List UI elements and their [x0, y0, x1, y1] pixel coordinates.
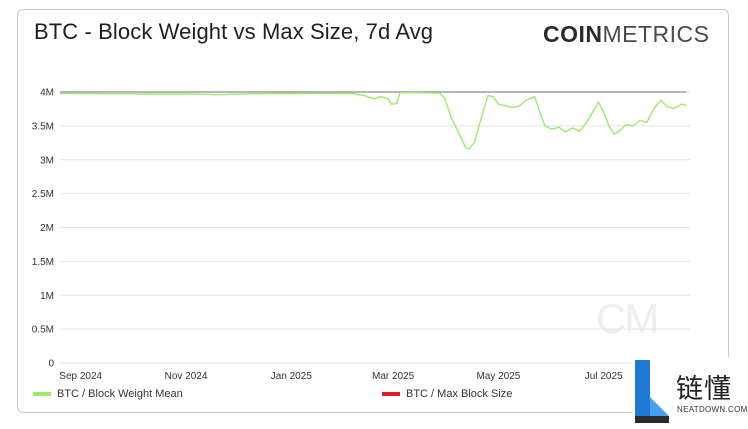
legend-item-mean[interactable]: BTC / Block Weight Mean — [33, 388, 183, 400]
y-tick-label: 3M — [40, 155, 54, 166]
x-tick-label: Mar 2025 — [372, 371, 415, 382]
legend-swatch-max — [382, 392, 400, 396]
x-tick-label: Nov 2024 — [165, 371, 208, 382]
neatdown-l-logo — [633, 357, 671, 423]
x-tick-label: May 2025 — [476, 371, 520, 382]
series-line-block-weight-mean — [59, 92, 687, 150]
cm-watermark: CM — [596, 295, 659, 342]
legend-label-max: BTC / Max Block Size — [406, 388, 513, 400]
x-tick-label: Jan 2025 — [271, 371, 313, 382]
y-tick-label: 2.5M — [32, 189, 54, 200]
logo-part-metrics: METRICS — [602, 21, 710, 47]
y-tick-label: 2M — [40, 223, 54, 234]
svg-text:CM: CM — [596, 295, 657, 342]
legend-item-max[interactable]: BTC / Max Block Size — [382, 388, 512, 400]
logo-part-coin: COIN — [543, 21, 603, 47]
legend-swatch-mean — [33, 392, 51, 396]
y-tick-label: 3.5M — [32, 121, 54, 132]
legend-label-mean: BTC / Block Weight Mean — [57, 388, 183, 400]
x-tick-label: Sep 2024 — [59, 371, 102, 382]
chart-title: BTC - Block Weight vs Max Size, 7d Avg — [34, 19, 434, 44]
y-tick-label: 0 — [48, 359, 54, 370]
neatdown-badge: 链懂 NEATDOWN.COM — [633, 357, 748, 429]
coinmetrics-logo: COINMETRICS — [543, 21, 710, 48]
x-tick-label: Jul 2025 — [585, 371, 623, 382]
y-tick-label: 0.5M — [32, 325, 54, 336]
chart-card — [17, 9, 729, 413]
neatdown-url: NEATDOWN.COM — [677, 405, 748, 414]
y-tick-label: 4M — [40, 88, 54, 99]
y-tick-label: 1M — [40, 291, 54, 302]
y-tick-label: 1.5M — [32, 257, 54, 268]
neatdown-chinese-name: 链懂 — [676, 374, 732, 405]
